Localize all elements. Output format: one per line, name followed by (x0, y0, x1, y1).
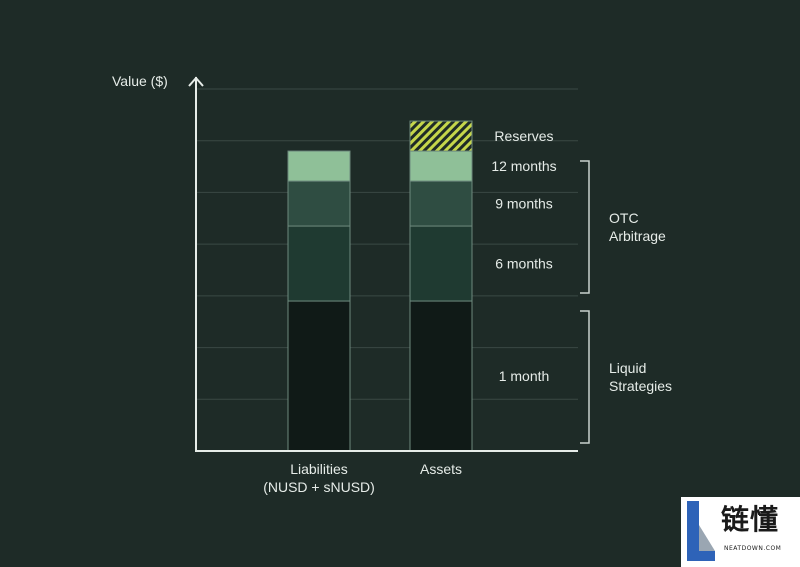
x-tick-label-line: Assets (420, 461, 462, 477)
segment-label: 12 months (491, 158, 556, 174)
segment-label: 9 months (495, 196, 553, 212)
group-label-line: Arbitrage (609, 228, 666, 244)
gridlines (196, 88, 578, 400)
x-tick-label-line: (NUSD + sNUSD) (263, 479, 375, 495)
bar-segment (409, 150, 473, 182)
logo-mark-icon (687, 501, 715, 561)
bar-segment (287, 180, 351, 227)
segment-label: 1 month (499, 368, 550, 384)
watermark-subtext: NEATDOWN.COM (724, 545, 782, 552)
bar-segment (409, 120, 473, 152)
bar-segment (409, 225, 473, 302)
group-label: Liquid Strategies (609, 360, 672, 394)
x-tick-label: Liabilities (NUSD + sNUSD) (263, 461, 375, 495)
bar-segment (287, 225, 351, 302)
y-axis-arrow (188, 76, 204, 87)
bar-segment (287, 150, 351, 182)
x-tick-label: Assets (420, 461, 462, 477)
group-label-line: Liquid (609, 360, 646, 376)
segment-label: Reserves (494, 128, 553, 144)
group-label-line: Strategies (609, 378, 672, 394)
bar-segment (409, 300, 473, 452)
segment-label: 6 months (495, 256, 553, 272)
watermark-text: 链懂 (721, 503, 780, 536)
watermark-logo: 链懂 NEATDOWN.COM (681, 497, 800, 567)
bar-segment (287, 300, 351, 452)
group-label: OTC Arbitrage (609, 210, 666, 244)
labels: Value ($) Liabilities (NUSD + sNUSD) Assets… (112, 73, 672, 495)
bar-segment (409, 180, 473, 227)
x-tick-label-line: Liabilities (290, 461, 348, 477)
group-bracket (580, 310, 590, 444)
group-label-line: OTC (609, 210, 639, 226)
bars (287, 120, 473, 452)
axes (188, 76, 578, 452)
y-axis-label: Value ($) (112, 73, 168, 89)
group-bracket (580, 160, 590, 294)
